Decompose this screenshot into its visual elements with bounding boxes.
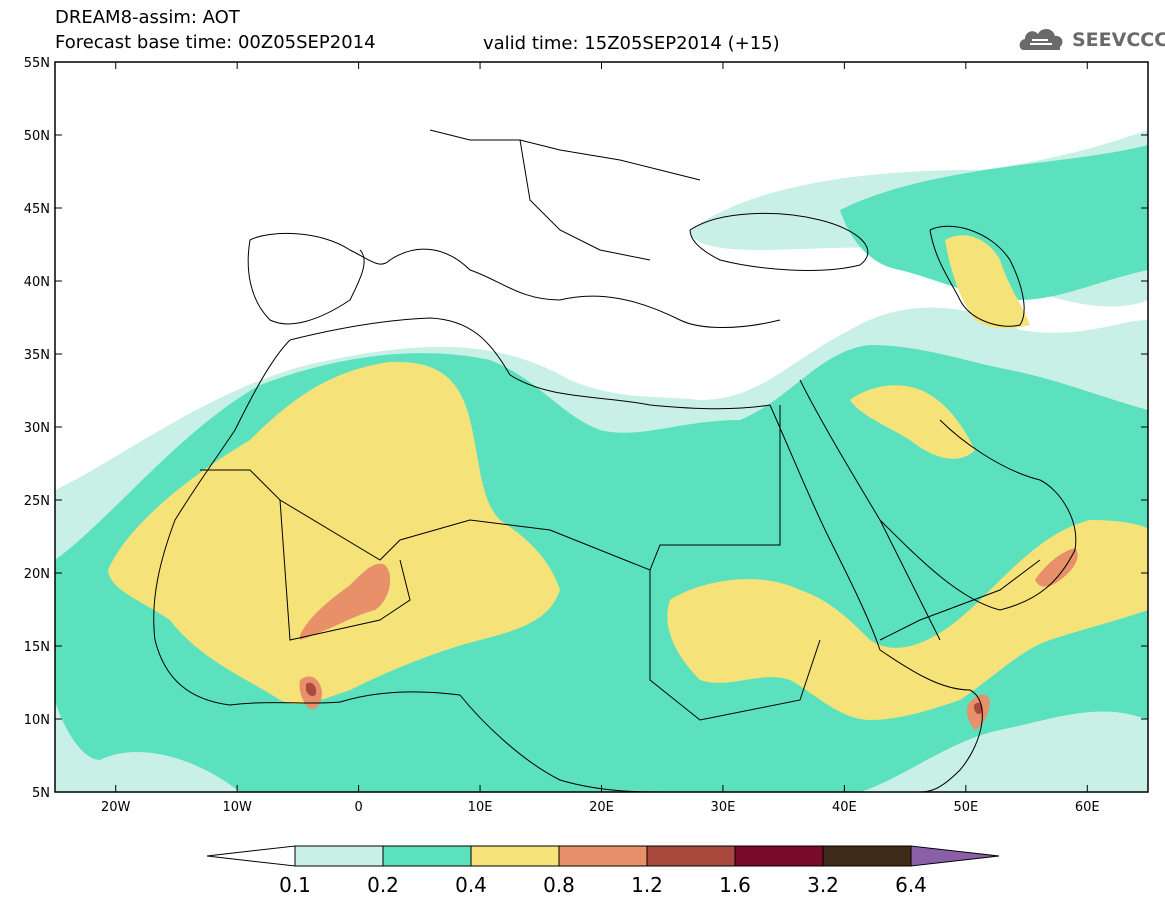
aot-band-04-caspian (945, 235, 1030, 329)
lon-tick-label: 40E (832, 800, 857, 815)
border-arabia-yemen (879, 559, 1041, 641)
valid-time: valid time: 15Z05SEP2014 (+15) (483, 33, 780, 54)
lon-tick-label: 10W (222, 800, 252, 815)
colorbar-box (558, 845, 648, 867)
colorbar-label: 0.8 (543, 873, 575, 897)
forecast-base-time: Forecast base time: 00Z05SEP2014 (55, 32, 376, 53)
lat-tick-label: 20N (24, 567, 50, 582)
lat-tick-label: 10N (24, 713, 50, 728)
lon-tick-label: 0 (354, 800, 362, 815)
coast-caspian (929, 225, 1025, 327)
colorbar-box (470, 845, 560, 867)
border-sudan (649, 570, 821, 721)
colorbar-box (646, 845, 736, 867)
aot-band-02-north (840, 145, 1148, 300)
border-europe-east (429, 129, 701, 261)
aot-band-04-east (667, 520, 1148, 720)
logo-text: SEEVCCC (1072, 29, 1165, 51)
colorbar-box (382, 845, 472, 867)
colorbar-label: 6.4 (895, 873, 927, 897)
aot-band-08-mali (300, 563, 391, 640)
coast-mediterranean-africa (289, 317, 771, 410)
coastlines (153, 129, 1077, 792)
lon-tick-label: 10E (468, 800, 493, 815)
colorbar-label: 0.4 (455, 873, 487, 897)
aot-band-12-horn (974, 702, 983, 715)
lat-tick-label: 55N (24, 56, 50, 71)
coast-arabia (879, 419, 1077, 611)
lat-tick-label: 50N (24, 129, 50, 144)
aot-contours (55, 130, 1148, 792)
aot-band-04-arabia (850, 385, 975, 459)
coast-nw-africa (153, 339, 461, 706)
coast-iberia (247, 239, 365, 325)
border-mali (279, 499, 411, 641)
lat-tick-label: 25N (24, 494, 50, 509)
coast-red-sea (769, 379, 941, 651)
colorbar-label: 0.1 (279, 873, 311, 897)
lon-tick-label: 20E (589, 800, 614, 815)
map-title: DREAM8-assim: AOT (55, 7, 240, 28)
lat-tick-label: 45N (24, 202, 50, 217)
colorbar-label: 0.2 (367, 873, 399, 897)
coast-black-sea (689, 212, 869, 271)
lon-tick-label: 20W (101, 800, 131, 815)
colorbar-over-triangle (910, 845, 1000, 867)
border-sahara (200, 405, 781, 571)
colorbar-box (294, 845, 384, 867)
lat-tick-label: 35N (24, 348, 50, 363)
aot-band-12-burkina (306, 682, 317, 697)
cloud-icon (1019, 28, 1063, 50)
lat-tick-label: 40N (24, 275, 50, 290)
colorbar-under-triangle (206, 845, 296, 867)
colorbar-box (734, 845, 824, 867)
coast-horn (879, 649, 983, 792)
lat-tick-label: 5N (32, 786, 50, 801)
lon-tick-label: 30E (711, 800, 736, 815)
lat-tick-label: 15N (24, 640, 50, 655)
aot-band-04-sahara (108, 361, 560, 705)
lon-tick-label: 50E (953, 800, 978, 815)
colorbar-label: 1.2 (631, 873, 663, 897)
colorbar-label: 1.6 (719, 873, 751, 897)
aot-band-08-oman (1035, 548, 1078, 587)
longitude-axis: 20W 10W 0 10E 20E 30E 40E 50E 60E (101, 62, 1100, 815)
colorbar-box (822, 845, 912, 867)
colorbar-label: 3.2 (807, 873, 839, 897)
colorbar: 0.1 0.2 0.4 0.8 1.2 1.6 3.2 6.4 (206, 845, 1000, 897)
coast-europe (249, 233, 781, 328)
lat-tick-label: 30N (24, 421, 50, 436)
lon-tick-label: 60E (1075, 800, 1100, 815)
latitude-axis: 55N 50N 45N 40N 35N 30N 25N 20N 15N 10N 5N (24, 56, 1148, 801)
